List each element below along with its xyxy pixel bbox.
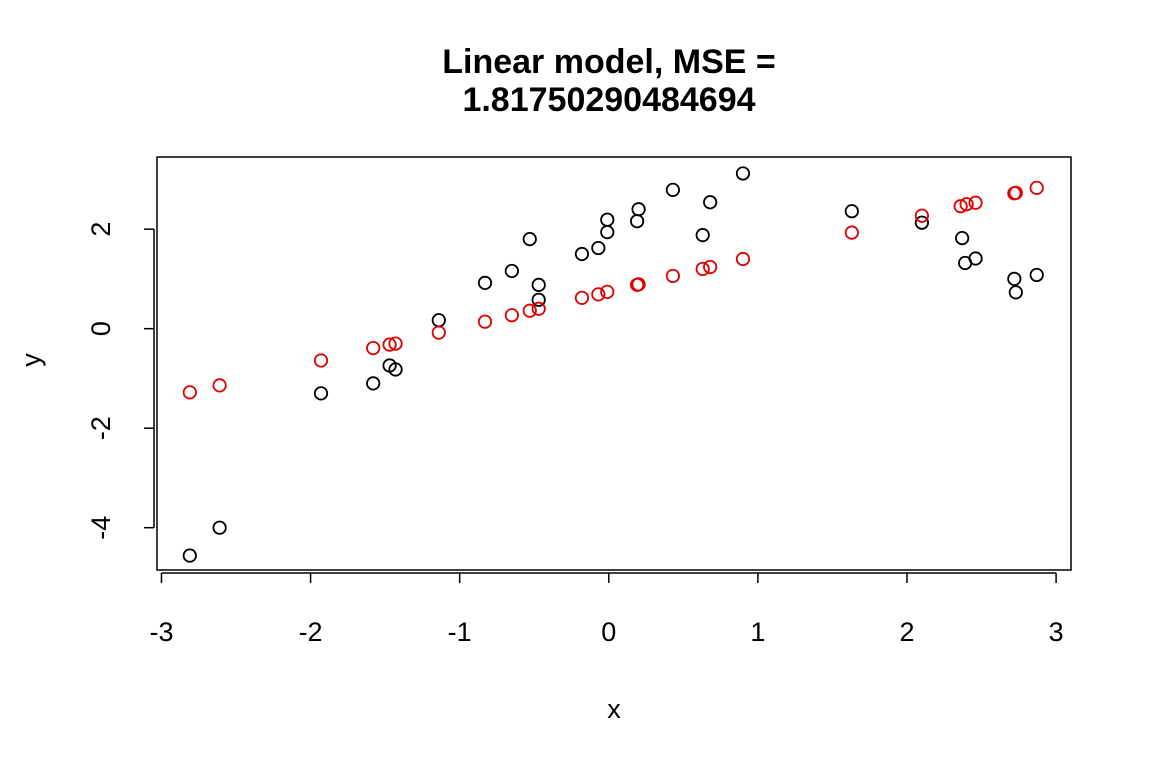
observed-point [531, 277, 546, 292]
fitted-point [477, 314, 493, 329]
observed-point [182, 548, 197, 563]
observed-point [695, 228, 710, 243]
fitted-point [531, 301, 546, 316]
x-tick-label: 2 [899, 617, 914, 647]
observed-point [914, 215, 929, 230]
fitted-point [313, 353, 329, 368]
x-tick-label: 1 [750, 617, 765, 647]
x-tick-label: -3 [149, 617, 173, 647]
fitted-point [504, 308, 519, 323]
observed-point [1029, 267, 1044, 283]
observed-point [630, 214, 645, 229]
fitted-point [574, 290, 590, 305]
x-tick-label: 0 [601, 617, 616, 647]
observed-point [431, 313, 446, 328]
fitted-point [631, 277, 646, 292]
observed-point [1008, 285, 1023, 300]
fitted-point [959, 197, 974, 212]
y-tick-label: 0 [86, 321, 116, 336]
fitted-point [522, 303, 537, 318]
fitted-point [953, 199, 968, 214]
observed-point [366, 376, 381, 391]
chart-title-line-2: 1.81750290484694 [462, 81, 755, 119]
observed-point [574, 246, 590, 262]
observed-point [504, 263, 519, 279]
observed-point [600, 225, 615, 240]
x-tick-label: -2 [299, 617, 323, 647]
observed-point [968, 251, 983, 266]
fitted-point [968, 195, 983, 210]
observed-point [735, 166, 751, 181]
fitted-point [695, 261, 710, 277]
fitted-point [1029, 180, 1044, 195]
fitted-point [431, 325, 446, 340]
observed-point [531, 292, 546, 307]
data-points [182, 166, 1044, 563]
y-tick-label: -2 [86, 416, 116, 440]
plot-frame [156, 156, 1072, 571]
observed-point [1007, 271, 1022, 287]
y-tick-label: 2 [86, 222, 116, 237]
fitted-point [703, 259, 718, 275]
fitted-point [388, 336, 403, 351]
observed-point [477, 275, 493, 290]
observed-point [388, 362, 403, 377]
observed-point [212, 520, 227, 535]
fitted-point [382, 337, 397, 352]
x-tick-label: 3 [1049, 617, 1064, 647]
observed-point [955, 231, 970, 246]
fitted-point [366, 340, 381, 356]
fitted-point [600, 284, 615, 299]
x-axis-label: x [607, 694, 621, 724]
chart-title-line-1: Linear model, MSE = [442, 43, 775, 81]
fitted-point [844, 225, 859, 240]
x-tick-label: -1 [448, 617, 472, 647]
observed-point [522, 232, 537, 247]
fitted-point [591, 287, 606, 302]
observed-point [703, 195, 718, 210]
fitted-point [182, 385, 197, 400]
fitted-point [914, 208, 929, 223]
fitted-point [1008, 185, 1023, 200]
observed-point [591, 240, 606, 256]
observed-point [665, 182, 680, 197]
y-axis: -4 -2 0 2 [86, 222, 155, 540]
fitted-point [212, 378, 227, 393]
y-axis-label: y [16, 353, 46, 367]
observed-point [313, 386, 329, 401]
y-tick-label: -4 [86, 516, 116, 540]
observed-point [600, 212, 615, 227]
fitted-point [735, 251, 751, 267]
x-axis: -3 -2 -1 0 1 2 3 [149, 572, 1064, 647]
observed-point [631, 202, 646, 217]
fitted-point [665, 268, 680, 284]
observed-point [844, 204, 859, 219]
